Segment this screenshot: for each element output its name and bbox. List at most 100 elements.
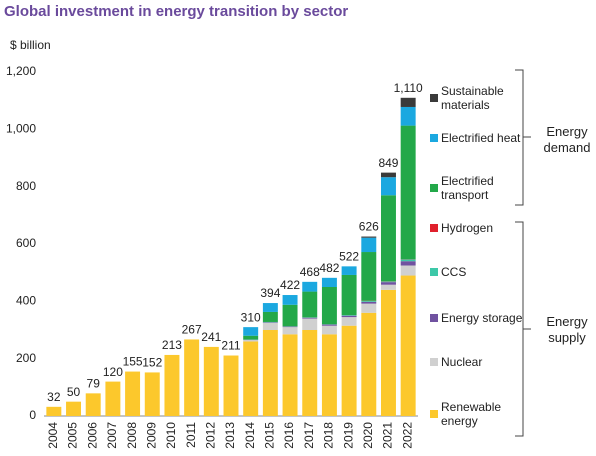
legend-swatch bbox=[430, 184, 438, 192]
bar-segment bbox=[321, 287, 337, 325]
total-label: 50 bbox=[67, 385, 81, 399]
total-label: 213 bbox=[162, 338, 182, 352]
bar-segment bbox=[262, 303, 278, 312]
legend-label: Electrified heat bbox=[441, 131, 521, 145]
x-tick-label: 2013 bbox=[223, 422, 237, 449]
bar-segment bbox=[243, 335, 259, 340]
bar-segment bbox=[321, 277, 337, 287]
x-tick-label: 2009 bbox=[144, 422, 158, 449]
total-label: 522 bbox=[339, 250, 359, 264]
y-tick-label: 400 bbox=[16, 294, 36, 308]
total-label: 79 bbox=[87, 377, 101, 391]
bar-segment bbox=[341, 266, 357, 275]
y-tick-label: 1,000 bbox=[6, 122, 36, 136]
legend-swatch bbox=[430, 134, 438, 142]
legend-swatch bbox=[430, 94, 438, 102]
bar-segment bbox=[282, 326, 298, 328]
x-tick-label: 2018 bbox=[322, 422, 336, 449]
bar-segment bbox=[400, 261, 416, 266]
legend-label: Electrified transport bbox=[441, 174, 494, 202]
x-tick-label: 2017 bbox=[302, 422, 316, 449]
total-label: 32 bbox=[47, 390, 61, 404]
bracket bbox=[515, 69, 531, 206]
bar-segment bbox=[321, 325, 337, 335]
bar-segment bbox=[243, 340, 259, 342]
bar-segment bbox=[380, 289, 396, 416]
x-tick-label: 2008 bbox=[125, 422, 139, 449]
bar-segment bbox=[380, 195, 396, 282]
bar-segment bbox=[400, 125, 416, 260]
y-tick-label: 200 bbox=[16, 351, 36, 365]
total-label: 468 bbox=[300, 265, 320, 279]
legend-swatch bbox=[430, 410, 438, 418]
bar-segment bbox=[302, 318, 318, 330]
bar-segment bbox=[302, 281, 318, 292]
bar-segment bbox=[66, 401, 82, 416]
x-tick-label: 2021 bbox=[381, 422, 395, 449]
group-label: Energy supply bbox=[546, 314, 588, 345]
bar-segment bbox=[400, 106, 416, 126]
x-tick-label: 2005 bbox=[66, 422, 80, 449]
bar-segment bbox=[361, 236, 377, 238]
x-tick-label: 2014 bbox=[243, 422, 257, 449]
bar-segment bbox=[361, 312, 377, 416]
total-label: 120 bbox=[103, 365, 123, 379]
legend-label: Sustainable materials bbox=[441, 84, 504, 112]
bar-segment bbox=[85, 393, 101, 416]
legend-swatch bbox=[430, 224, 438, 232]
x-tick-label: 2010 bbox=[164, 422, 178, 449]
total-label: 394 bbox=[260, 286, 280, 300]
total-label: 152 bbox=[142, 356, 162, 370]
legend-label: CCS bbox=[441, 265, 467, 279]
bar-segment bbox=[46, 406, 62, 416]
bar-segment bbox=[262, 311, 278, 322]
bar-segment bbox=[184, 339, 200, 416]
legend-swatch bbox=[430, 268, 438, 276]
chart-title: Global investment in energy transition b… bbox=[4, 3, 348, 20]
total-label: 267 bbox=[182, 323, 202, 337]
legend-swatch bbox=[430, 358, 438, 366]
total-label: 241 bbox=[201, 330, 221, 344]
bar-segment bbox=[282, 334, 298, 416]
total-label: 211 bbox=[221, 339, 240, 353]
bar-segment bbox=[380, 172, 396, 178]
bar-segment bbox=[380, 282, 396, 285]
bracket bbox=[515, 221, 531, 437]
x-tick-label: 2011 bbox=[184, 422, 198, 448]
bar-segment bbox=[361, 252, 377, 301]
bar-segment bbox=[144, 372, 160, 416]
bar-segment bbox=[400, 275, 416, 416]
total-label: 310 bbox=[241, 310, 261, 324]
x-tick-label: 2022 bbox=[400, 422, 414, 449]
x-tick-label: 2006 bbox=[85, 422, 99, 449]
y-tick-label: 600 bbox=[16, 236, 36, 250]
bar-segment bbox=[361, 301, 377, 302]
bar-segment bbox=[282, 327, 298, 335]
x-tick-label: 2015 bbox=[263, 422, 277, 449]
bar-segment bbox=[125, 371, 141, 416]
bar-segment bbox=[203, 346, 219, 416]
bar-segment bbox=[282, 304, 298, 327]
bar-segment bbox=[400, 265, 416, 276]
bar-segment bbox=[223, 355, 239, 416]
y-tick-label: 800 bbox=[16, 179, 36, 193]
bar-segment bbox=[243, 327, 259, 336]
bar-segment bbox=[341, 317, 357, 326]
x-tick-label: 2019 bbox=[341, 422, 355, 449]
bar-segment bbox=[341, 274, 357, 316]
legend-label: Hydrogen bbox=[441, 221, 494, 235]
x-tick-label: 2007 bbox=[105, 422, 119, 449]
bar-segment bbox=[321, 324, 337, 326]
y-tick-label: 0 bbox=[29, 408, 36, 422]
legend-label: Energy storage bbox=[441, 311, 523, 325]
legend-label: Nuclear bbox=[441, 355, 483, 369]
bar-segment bbox=[361, 237, 377, 253]
bar-segment bbox=[302, 330, 318, 416]
bar-segment bbox=[361, 303, 377, 313]
x-tick-label: 2020 bbox=[361, 422, 375, 449]
y-axis-label: $ billion bbox=[10, 38, 51, 52]
bar-segment bbox=[302, 317, 318, 319]
total-label: 482 bbox=[319, 261, 339, 275]
